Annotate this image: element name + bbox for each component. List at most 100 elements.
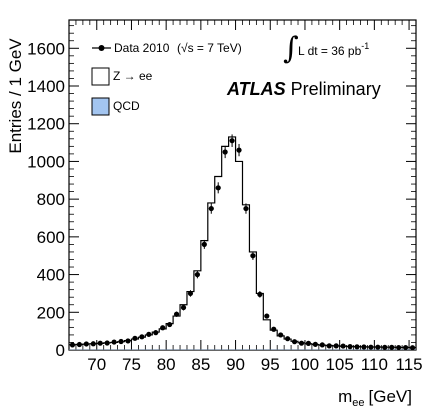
y-tick-label: 1400 bbox=[27, 77, 65, 96]
data-point bbox=[118, 338, 124, 345]
x-axis-title: mee [GeV] bbox=[338, 387, 412, 409]
lumi-text-sup: -1 bbox=[361, 41, 369, 51]
data-point-marker bbox=[305, 340, 312, 346]
data-point bbox=[194, 270, 200, 279]
data-point bbox=[97, 340, 103, 346]
data-point bbox=[201, 239, 207, 249]
data-point-marker bbox=[83, 341, 89, 347]
data-point bbox=[402, 344, 409, 351]
data-point bbox=[187, 290, 194, 297]
data-point-marker bbox=[291, 339, 298, 345]
lumi-text: L dt = 36 pb-1 bbox=[298, 41, 369, 58]
legend-qcd-label: QCD bbox=[113, 99, 140, 113]
legend-data-marker bbox=[98, 45, 105, 51]
y-tick-labels: 0 200 400 600 800 1000 1200 1400 1600 bbox=[27, 39, 65, 360]
x-tick-label: 115 bbox=[396, 355, 423, 374]
data-point bbox=[271, 326, 277, 332]
data-point-marker bbox=[402, 344, 409, 351]
x-tick-label: 80 bbox=[157, 355, 176, 374]
x-minor-ticks bbox=[68, 20, 417, 350]
legend-z-label: Z → ee bbox=[113, 69, 153, 83]
data-point bbox=[305, 340, 312, 346]
data-point bbox=[222, 145, 228, 159]
y-tick-label: 800 bbox=[37, 190, 65, 209]
data-point-marker bbox=[382, 344, 388, 350]
data-point bbox=[389, 344, 395, 350]
x-axis-title-sub: ee bbox=[352, 397, 364, 409]
data-point-marker bbox=[125, 338, 131, 344]
x-tick-label: 110 bbox=[361, 355, 388, 374]
data-point bbox=[409, 345, 416, 351]
data-point-marker bbox=[97, 340, 103, 346]
data-point bbox=[90, 341, 96, 347]
data-point bbox=[257, 291, 263, 298]
data-point bbox=[347, 344, 353, 350]
data-point-marker bbox=[312, 341, 318, 347]
data-point-marker bbox=[201, 241, 207, 247]
data-point bbox=[173, 311, 180, 317]
data-point bbox=[333, 343, 339, 349]
data-point bbox=[167, 321, 173, 328]
data-point bbox=[326, 343, 332, 349]
legend-data-label: Data 2010 bbox=[114, 41, 170, 55]
x-tick-label: 100 bbox=[291, 355, 319, 374]
y-tick-label: 400 bbox=[37, 266, 65, 285]
data-point-marker bbox=[319, 342, 325, 348]
data-point-marker bbox=[298, 340, 305, 346]
data-point-marker bbox=[389, 344, 395, 350]
data-point-marker bbox=[222, 149, 228, 155]
z-ee-series-step bbox=[69, 136, 416, 349]
data-point-marker bbox=[215, 185, 221, 191]
legend: Data 2010 (√s = 7 TeV) Z → ee QCD bbox=[91, 41, 242, 116]
data-point-marker bbox=[250, 253, 256, 259]
x-tick-labels: 70 75 80 85 90 95 100 105 110 115 bbox=[87, 355, 422, 374]
data-point-marker bbox=[257, 291, 263, 297]
y-tick-label: 1200 bbox=[27, 115, 65, 134]
data-point bbox=[375, 344, 381, 350]
data-point-marker bbox=[347, 344, 353, 350]
data-point bbox=[76, 341, 83, 348]
data-point bbox=[312, 341, 318, 347]
x-tick-label: 70 bbox=[87, 355, 106, 374]
data-point-marker bbox=[243, 205, 249, 212]
legend-sqrt-s: (√s = 7 TeV) bbox=[177, 41, 242, 55]
data-point-marker bbox=[285, 336, 291, 342]
data-point-marker bbox=[180, 304, 187, 311]
data-point bbox=[83, 341, 89, 347]
data-point bbox=[368, 344, 374, 350]
data-point bbox=[208, 203, 214, 214]
data-point bbox=[278, 332, 284, 338]
data-point-marker bbox=[173, 311, 180, 317]
y-tick-label: 0 bbox=[56, 341, 65, 360]
atlas-label-rest: Preliminary bbox=[291, 79, 381, 99]
data-point-marker bbox=[264, 313, 270, 319]
data-point bbox=[319, 342, 325, 348]
x-tick-label: 105 bbox=[325, 355, 353, 374]
data-point-marker bbox=[326, 343, 332, 349]
data-point bbox=[111, 339, 117, 345]
data-point-marker bbox=[340, 343, 346, 349]
data-point bbox=[340, 343, 346, 349]
data-point bbox=[125, 338, 131, 344]
data-point bbox=[146, 331, 152, 337]
data-point-marker bbox=[76, 341, 83, 348]
x-major-ticks bbox=[96, 20, 410, 350]
data-point-marker bbox=[409, 345, 416, 351]
data-point-marker bbox=[236, 147, 242, 153]
data-point bbox=[236, 143, 242, 157]
x-tick-label: 75 bbox=[122, 355, 141, 374]
data-point-marker bbox=[187, 290, 194, 297]
x-tick-label: 90 bbox=[226, 355, 245, 374]
legend-qcd-swatch bbox=[91, 97, 110, 116]
atlas-label-bold: ATLAS bbox=[226, 79, 286, 99]
x-tick-label: 95 bbox=[261, 355, 280, 374]
data-point-marker bbox=[229, 138, 235, 144]
data-point-marker bbox=[153, 330, 159, 336]
y-minor-ticks bbox=[69, 25, 416, 343]
data-point bbox=[250, 251, 256, 260]
y-tick-label: 600 bbox=[37, 228, 65, 247]
data-point-marker bbox=[361, 344, 367, 350]
x-axis-title-unit: [GeV] bbox=[369, 387, 412, 406]
data-point-marker bbox=[375, 344, 381, 350]
